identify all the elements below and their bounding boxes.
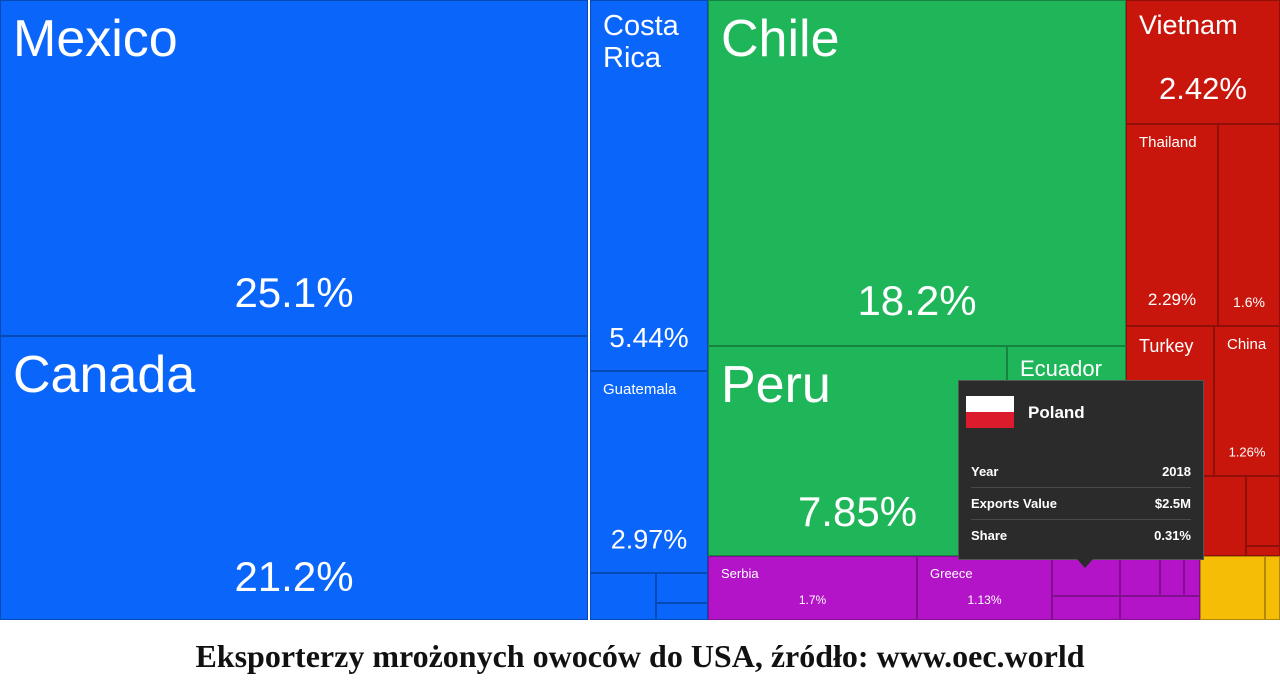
cell-label: Greece [930,566,973,581]
caption: Eksporterzy mrożonych owoców do USA, źró… [195,638,1085,674]
cell-label: Vietnam [1139,10,1238,40]
cell-label: Peru [721,356,831,414]
treemap-cell: China 1.26% [1214,326,1280,476]
tooltip-label: Year [971,464,999,479]
treemap-cell: Thailand 2.29% [1126,124,1218,326]
value-label: 2.29% [1147,290,1197,309]
tooltip-row: Year 2018 [971,457,1191,488]
value-label: 1.7% [798,593,827,607]
treemap-cell-small [1200,556,1265,620]
cell-label: Mexico [13,10,178,68]
tooltip-title: Poland [1028,403,1085,422]
treemap: Mexico 25.1% Canada 21.2% Costa Rica 5.44% Gua… [0,0,1280,620]
value-label: 2.42% [1159,71,1247,106]
tooltip-label: Share [971,528,1008,543]
value-label: 2.97% [610,524,688,555]
treemap-cell: Serbia 1.7% [708,556,917,620]
value-label: 1.6% [1233,294,1265,310]
treemap-cell-small [656,573,708,603]
treemap-cell: Mexico 25.1% [0,0,588,336]
cell-label: Ecuador [1020,356,1102,381]
treemap-cell: Costa Rica 5.44% [590,0,708,371]
treemap-cell: Guatemala 2.97% [590,371,708,573]
treemap-cell: Greece 1.13% [917,556,1052,620]
treemap-cell-small [1184,556,1200,596]
value-label: 1.26% [1228,444,1266,460]
cell-label: Canada [13,346,196,404]
cell-label: Guatemala [603,381,677,398]
treemap-cell: 1.6% [1218,124,1280,326]
cell-label: Thailand [1139,134,1197,151]
value-label: 25.1% [234,269,354,316]
tooltip-pointer [1077,559,1093,568]
tooltip: Poland Year 2018 Exports Value $2.5M Share… [958,380,1204,568]
treemap-cell: Peru 7.85% [708,346,1007,556]
tooltip-value: 2018 [1162,464,1191,479]
value-label: 18.2% [857,277,977,324]
tooltip-value: 0.31% [1154,528,1191,543]
cell-label: Serbia [721,566,759,581]
treemap-cell: Chile 18.2% [708,0,1126,346]
treemap-cell-small [590,573,656,620]
treemap-cell-small [656,603,708,620]
treemap-cell-small [1246,476,1280,546]
tooltip-value: $2.5M [1154,496,1191,511]
cell-label: Chile [721,10,840,68]
cell-label: Costa Rica [603,10,679,74]
treemap-cell-small [1052,596,1120,620]
tooltip-row: Share 0.31% [971,521,1191,551]
tooltip-row: Exports Value $2.5M [971,489,1191,520]
treemap-cell-small [1160,556,1184,596]
value-label: 1.13% [967,593,1002,607]
cell-label: China [1227,336,1267,353]
treemap-cell: Vietnam 2.42% [1126,0,1280,124]
flag [966,396,1014,428]
value-label: 21.2% [234,553,354,600]
treemap-cell-small [1120,596,1200,620]
treemap-cell-small [1120,556,1160,596]
value-label: 5.44% [609,322,689,353]
value-label: 7.85% [797,488,918,535]
cell-label: Turkey [1139,336,1194,356]
tooltip-label: Exports Value [971,496,1057,511]
treemap-cell-small [1265,556,1280,620]
treemap-cell: Canada 21.2% [0,336,588,620]
treemap-cell-small [1246,546,1280,556]
